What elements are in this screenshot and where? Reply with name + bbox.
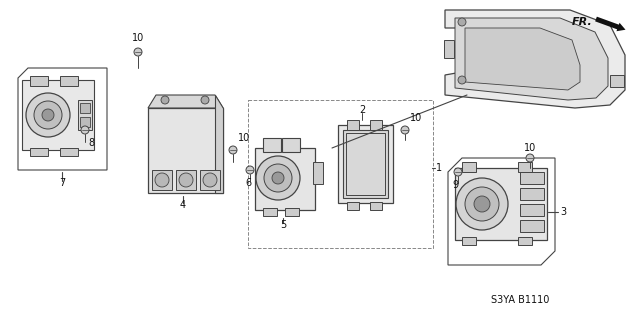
Circle shape	[458, 18, 466, 26]
Circle shape	[526, 154, 534, 162]
Bar	[200, 170, 220, 190]
Polygon shape	[455, 18, 608, 100]
Bar	[370, 202, 382, 210]
Text: 10: 10	[238, 133, 250, 143]
Circle shape	[401, 126, 409, 134]
Text: 2: 2	[359, 105, 365, 115]
Text: 5: 5	[280, 220, 286, 230]
Bar	[285, 208, 299, 216]
Bar	[520, 188, 544, 200]
Bar	[60, 76, 78, 86]
Text: 3: 3	[560, 207, 566, 217]
Bar	[148, 108, 223, 193]
Circle shape	[134, 48, 142, 56]
Circle shape	[26, 93, 70, 137]
Bar	[248, 100, 433, 248]
Circle shape	[34, 101, 62, 129]
Bar	[347, 120, 359, 130]
Circle shape	[458, 76, 466, 84]
Bar	[152, 170, 172, 190]
Polygon shape	[465, 28, 580, 90]
Bar	[346, 133, 385, 195]
Text: 7: 7	[59, 178, 65, 188]
Bar	[520, 220, 544, 232]
Bar	[30, 148, 48, 156]
Circle shape	[42, 109, 54, 121]
Bar	[610, 75, 624, 87]
Circle shape	[465, 187, 499, 221]
Bar	[518, 237, 532, 245]
Bar	[347, 202, 359, 210]
Bar	[520, 172, 544, 184]
Bar	[176, 170, 196, 190]
Text: 9: 9	[452, 180, 458, 190]
Text: S3YA B1110: S3YA B1110	[491, 295, 549, 305]
Bar	[22, 80, 94, 150]
Text: 8: 8	[88, 138, 94, 148]
Circle shape	[203, 173, 217, 187]
Bar	[343, 130, 388, 198]
Circle shape	[246, 166, 254, 174]
Circle shape	[229, 146, 237, 154]
Text: FR.: FR.	[572, 17, 593, 27]
Text: 6: 6	[245, 178, 251, 188]
Bar	[80, 117, 90, 127]
FancyArrow shape	[595, 17, 625, 31]
Circle shape	[456, 178, 508, 230]
Text: 4: 4	[180, 200, 186, 210]
Bar	[462, 237, 476, 245]
Circle shape	[454, 168, 462, 176]
Circle shape	[161, 96, 169, 104]
Circle shape	[264, 164, 292, 192]
Bar	[455, 168, 547, 240]
Text: 10: 10	[524, 143, 536, 153]
Bar	[263, 138, 281, 152]
Bar	[78, 100, 92, 130]
Bar	[313, 162, 323, 184]
Circle shape	[155, 173, 169, 187]
Polygon shape	[445, 10, 625, 108]
Bar	[518, 162, 532, 172]
Polygon shape	[148, 95, 223, 108]
Circle shape	[272, 172, 284, 184]
Bar	[263, 208, 277, 216]
Bar	[520, 204, 544, 216]
Bar	[255, 148, 315, 210]
Bar	[30, 76, 48, 86]
Circle shape	[179, 173, 193, 187]
Bar	[370, 120, 382, 130]
Polygon shape	[215, 95, 223, 193]
Circle shape	[201, 96, 209, 104]
Bar	[462, 162, 476, 172]
Circle shape	[256, 156, 300, 200]
Bar	[60, 148, 78, 156]
Bar	[282, 138, 300, 152]
Bar	[80, 103, 90, 113]
Text: 10: 10	[132, 33, 144, 43]
Bar	[338, 125, 393, 203]
Bar	[444, 40, 454, 58]
Text: 1: 1	[436, 163, 442, 173]
Circle shape	[474, 196, 490, 212]
Circle shape	[81, 126, 89, 134]
Text: 10: 10	[410, 113, 422, 123]
